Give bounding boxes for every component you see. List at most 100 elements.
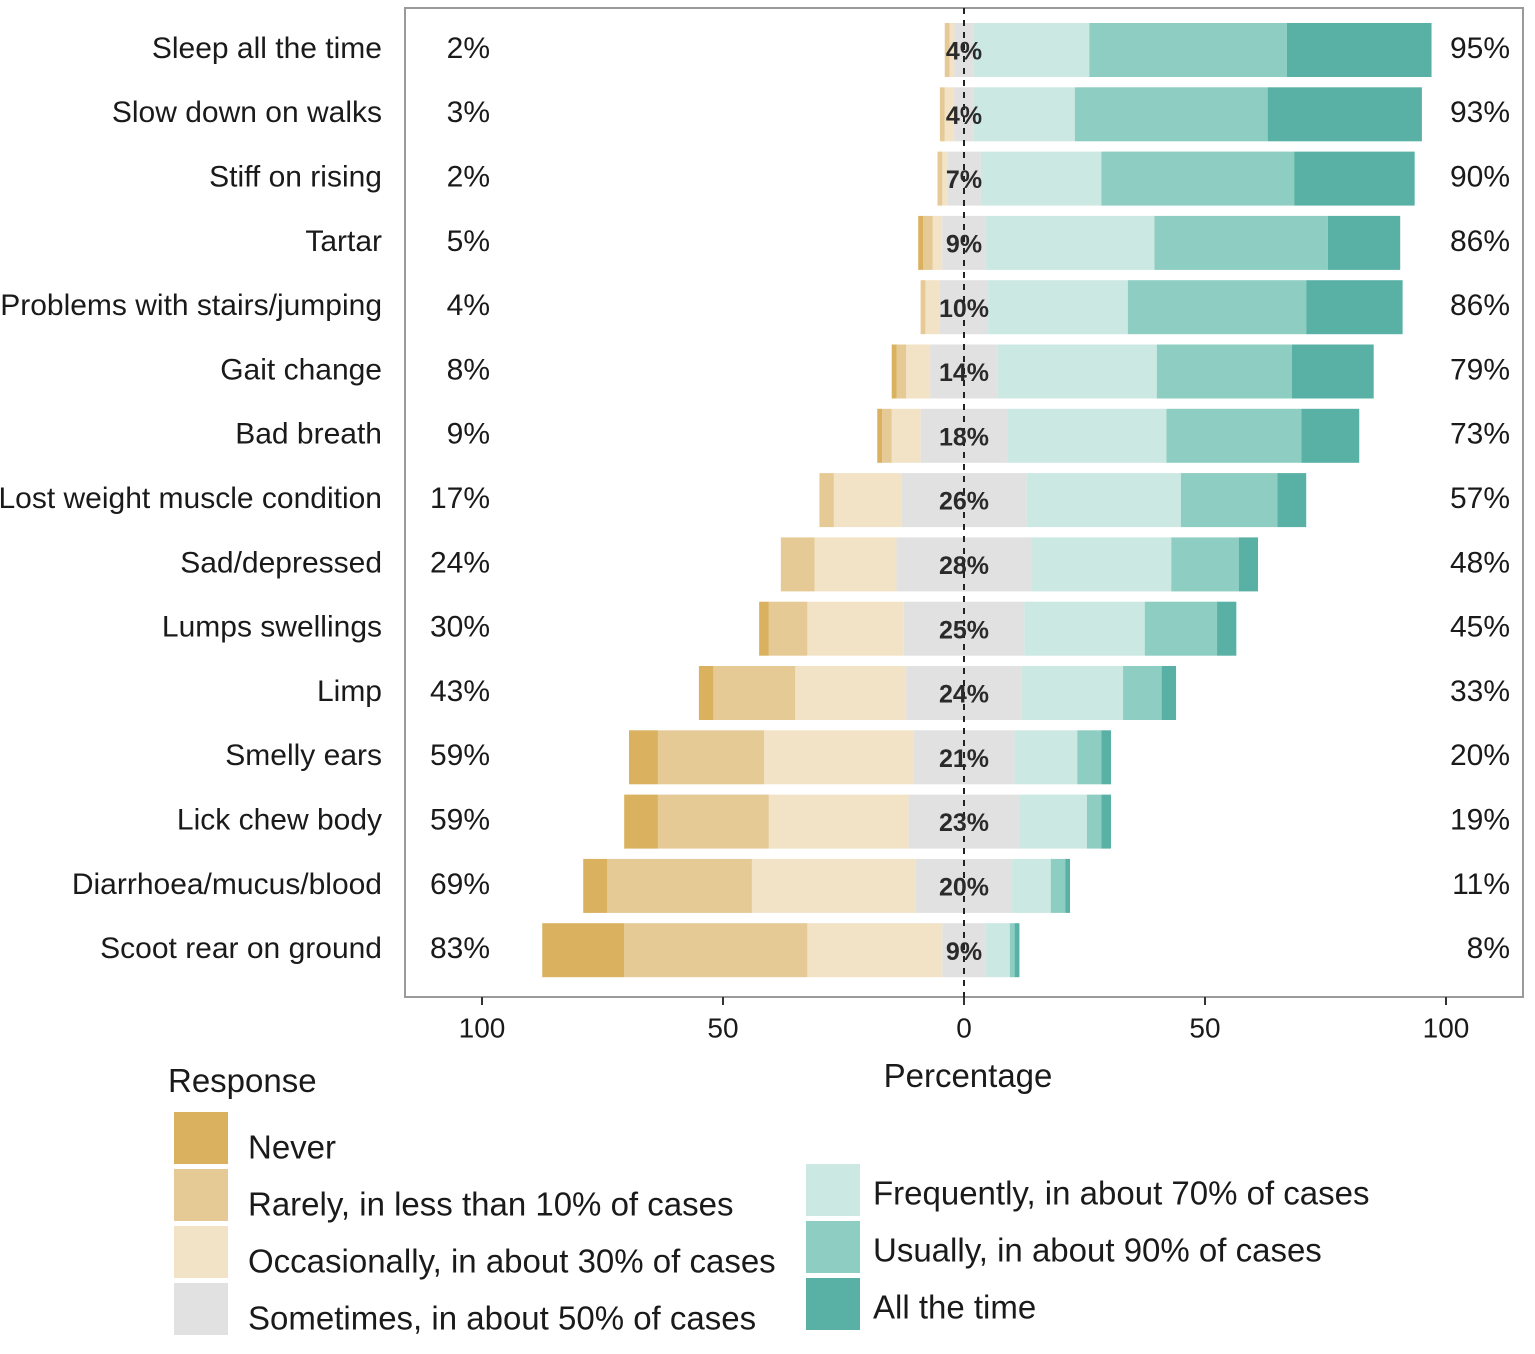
bar-segment — [949, 23, 955, 77]
bar-segment — [923, 215, 933, 270]
bar-segment — [807, 601, 904, 656]
bar-segment — [713, 666, 796, 720]
bar-segment — [1077, 730, 1102, 785]
left-total-label: 59% — [430, 739, 490, 772]
bar-segment — [542, 923, 625, 978]
x-tick-label: 50 — [1189, 1012, 1220, 1043]
category-label: Sad/depressed — [180, 546, 382, 579]
category-label: Scoot rear on ground — [100, 932, 382, 965]
legend-swatch — [806, 1278, 860, 1330]
bar-segment — [607, 858, 752, 913]
bar-segment — [795, 666, 907, 720]
bar-segment — [1267, 87, 1422, 142]
category-label: Stiff on rising — [209, 161, 382, 194]
category-label: Tartar — [305, 225, 382, 258]
bar-segment — [1101, 794, 1112, 849]
legend-label: Rarely, in less than 10% of cases — [248, 1186, 733, 1223]
bar-segment — [624, 923, 808, 978]
middle-label: 28% — [939, 552, 989, 580]
bar-segment — [932, 215, 943, 270]
middle-label: 4% — [946, 38, 982, 66]
category-label: Problems with stairs/jumping — [0, 289, 382, 322]
bar-segment — [906, 344, 931, 399]
category-label: Bad breath — [235, 418, 382, 451]
bar-segment — [985, 923, 1010, 978]
bar-segment — [939, 87, 945, 142]
right-total-label: 95% — [1450, 32, 1510, 65]
bar-segment — [973, 87, 1075, 142]
bar-segment — [1294, 151, 1415, 206]
bar-segment — [583, 858, 608, 913]
right-total-label: 33% — [1450, 675, 1510, 708]
bar-segment — [944, 87, 955, 142]
bar-segment — [1024, 601, 1145, 656]
bar-segment — [891, 344, 897, 399]
bar-segment — [985, 215, 1155, 270]
left-total-label: 59% — [430, 804, 490, 837]
bar-segment — [1166, 408, 1302, 463]
bar-segment — [1171, 537, 1239, 592]
bar-segment — [1217, 601, 1237, 656]
right-total-label: 11% — [1452, 868, 1510, 901]
bar-segment — [768, 601, 808, 656]
legend-label: Sometimes, in about 50% of cases — [248, 1300, 756, 1337]
left-total-label: 9% — [447, 418, 490, 451]
bar-segment — [877, 408, 883, 463]
right-total-label: 8% — [1467, 932, 1510, 965]
x-axis: 100 50 0 50 100 — [459, 997, 1470, 1043]
legend-label: Usually, in about 90% of cases — [873, 1232, 1322, 1269]
bar-segment — [814, 537, 897, 592]
bar-segment — [1101, 151, 1295, 206]
bar-segment — [944, 23, 950, 77]
bar-segment — [937, 151, 943, 206]
bar-segment — [1127, 280, 1307, 335]
bar-segment — [954, 87, 974, 142]
bar-segment — [1291, 344, 1374, 399]
bar-segment — [833, 473, 902, 528]
bar-segment — [1101, 730, 1112, 785]
left-total-label: 69% — [430, 868, 490, 901]
category-label: Limp — [317, 675, 382, 708]
bar-segment — [942, 151, 948, 206]
bar-segment — [1327, 215, 1401, 270]
bar-segment — [759, 601, 769, 656]
category-label: Smelly ears — [225, 739, 382, 772]
legend-swatch — [806, 1221, 860, 1273]
bar-segment — [1074, 87, 1268, 142]
right-total-label: 20% — [1450, 739, 1510, 772]
text-layer: Sleep all the time 2% 4% 95% Slow down on wa… — [0, 32, 1510, 966]
legend-label: Occasionally, in about 30% of cases — [248, 1243, 776, 1280]
middle-label: 26% — [939, 488, 989, 516]
bar-segment — [1301, 408, 1360, 463]
bar-segment — [1154, 215, 1328, 270]
left-total-label: 24% — [430, 546, 490, 579]
right-total-label: 86% — [1450, 225, 1510, 258]
bar-segment — [1014, 923, 1020, 978]
middle-label: 10% — [939, 295, 989, 323]
category-label: Lumps swellings — [162, 611, 382, 644]
bar-segment — [751, 858, 916, 913]
bar-segment — [1161, 666, 1177, 720]
bar-segment — [1065, 858, 1071, 913]
bar-segment — [1021, 666, 1124, 720]
bar-segment — [988, 280, 1128, 335]
left-total-label: 17% — [430, 482, 490, 515]
bar-segment — [1089, 23, 1287, 77]
x-tick-label: 100 — [459, 1012, 506, 1043]
category-label: Gait change — [220, 353, 382, 386]
bar-segment — [1123, 666, 1162, 720]
legend-swatch — [174, 1112, 228, 1164]
bar-segment — [1144, 601, 1218, 656]
left-total-label: 43% — [430, 675, 490, 708]
bar-segment — [918, 215, 924, 270]
bar-segment — [973, 23, 1090, 77]
x-tick-label: 50 — [707, 1012, 738, 1043]
bar-segment — [1031, 537, 1172, 592]
x-tick-label: 100 — [1423, 1012, 1470, 1043]
right-total-label: 19% — [1450, 804, 1510, 837]
bar-segment — [1277, 473, 1307, 528]
bar-segment — [624, 794, 658, 849]
legend-label: Frequently, in about 70% of cases — [873, 1175, 1370, 1212]
bar-segment — [629, 730, 658, 785]
